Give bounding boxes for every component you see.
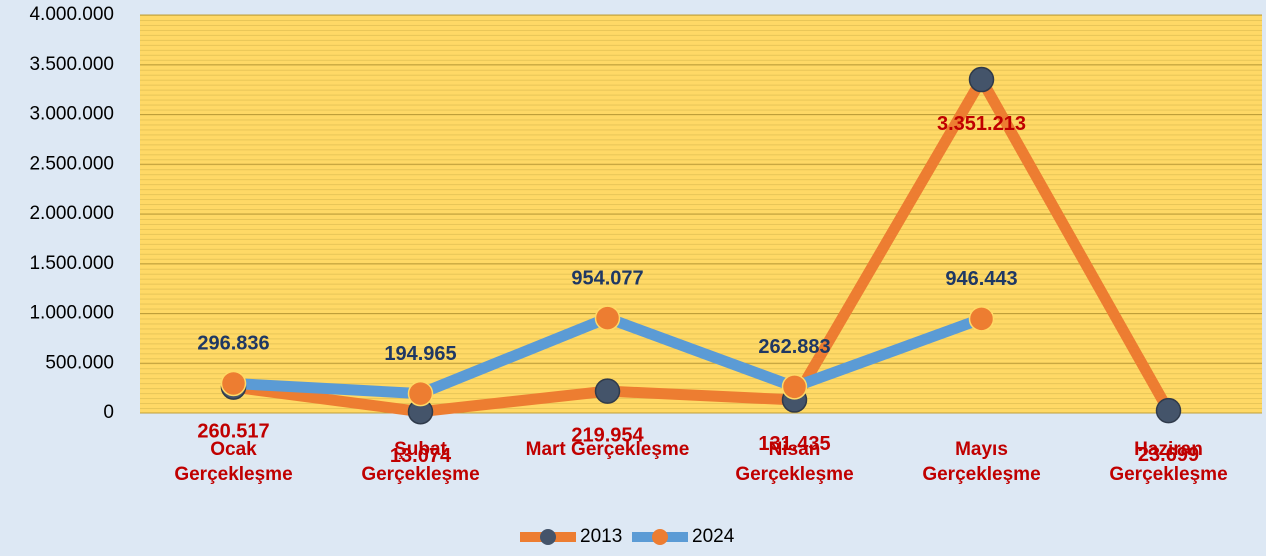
data-label: 194.965 bbox=[384, 343, 456, 365]
legend-label: 2024 bbox=[692, 526, 735, 547]
data-label: 946.443 bbox=[945, 268, 1017, 290]
marker bbox=[968, 306, 995, 332]
y-tick-label: 3.500.000 bbox=[29, 54, 114, 75]
marker bbox=[1155, 397, 1182, 424]
marker bbox=[220, 370, 247, 397]
x-tick-label: Nisan Gerçekleşme bbox=[735, 439, 854, 485]
marker bbox=[968, 66, 995, 93]
x-tick-label: Ocak Gerçekleşme bbox=[174, 439, 293, 485]
data-label: 3.351.213 bbox=[937, 113, 1026, 135]
data-label: 23.699 bbox=[1138, 444, 1199, 466]
x-tick-label: Şubat Gerçekleşme bbox=[361, 439, 480, 485]
legend-marker bbox=[540, 529, 556, 545]
y-tick-label: 4.000.000 bbox=[29, 4, 114, 25]
data-label: 260.517 bbox=[197, 420, 269, 442]
y-tick-label: 500.000 bbox=[45, 352, 114, 373]
data-label: 296.836 bbox=[197, 333, 269, 355]
data-label: 131.435 bbox=[758, 433, 830, 455]
y-tick-label: 3.000.000 bbox=[29, 104, 114, 125]
y-tick-label: 1.500.000 bbox=[29, 253, 114, 274]
marker bbox=[594, 305, 621, 331]
data-label: 262.883 bbox=[758, 336, 830, 358]
x-tick-label: Haziran Gerçekleşme bbox=[1109, 439, 1228, 485]
data-label: 219.954 bbox=[571, 424, 644, 446]
marker bbox=[781, 374, 808, 400]
data-label: 13.074 bbox=[390, 445, 452, 467]
legend-label: 2013 bbox=[580, 526, 622, 547]
marker bbox=[594, 378, 621, 404]
data-label: 954.077 bbox=[571, 267, 643, 289]
x-tick-label: Mayıs Gerçekleşme bbox=[922, 439, 1041, 485]
y-tick-label: 0 bbox=[103, 402, 114, 423]
x-tick-label: Mart Gerçekleşme bbox=[525, 439, 690, 460]
y-tick-label: 1.000.000 bbox=[29, 303, 114, 324]
series-line bbox=[232, 74, 1174, 418]
marker bbox=[407, 380, 434, 407]
y-tick-label: 2.500.000 bbox=[29, 153, 114, 174]
y-tick-label: 2.000.000 bbox=[29, 203, 114, 224]
legend-marker bbox=[652, 529, 668, 545]
